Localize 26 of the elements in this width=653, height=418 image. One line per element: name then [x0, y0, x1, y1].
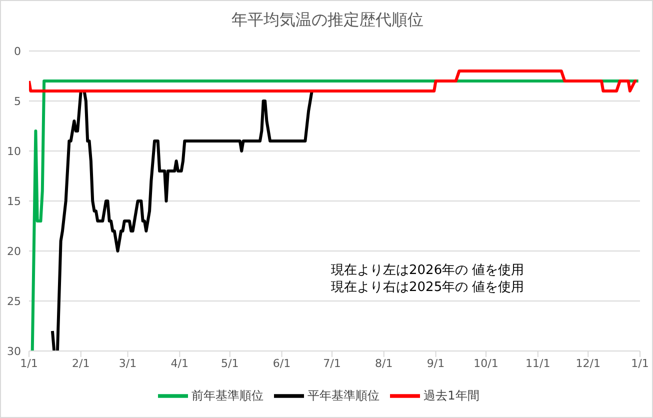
x-tick-label: 11/1: [526, 356, 550, 370]
y-tick-label: 5: [14, 94, 21, 108]
y-tick-label: 10: [7, 144, 21, 158]
y-tick-label: 20: [7, 244, 21, 258]
chart-title: 年平均気温の推定歴代順位: [230, 10, 424, 31]
legend-label: 前年基準順位: [192, 388, 264, 402]
x-tick-label: 1/1: [20, 356, 38, 370]
x-tick-label: 3/1: [118, 356, 137, 370]
x-tick-label: 7/1: [323, 356, 341, 370]
legend-label: 平年基準順位: [308, 388, 380, 402]
x-tick-label: 10/1: [474, 356, 498, 370]
y-tick-label: 30: [7, 344, 21, 358]
x-tick-label: 9/1: [426, 356, 445, 370]
y-tick-label: 0: [14, 44, 21, 58]
x-tick-label: 12/1: [576, 356, 600, 370]
x-tick-label: 2/1: [72, 356, 90, 370]
x-tick-label: 1/1: [631, 356, 649, 370]
x-tick-label: 5/1: [221, 356, 239, 370]
annotation: 現在より右は2025年の 値を使用: [331, 279, 524, 296]
x-tick-label: 8/1: [375, 356, 393, 370]
x-tick-label: 4/1: [170, 356, 189, 370]
y-tick-label: 15: [7, 194, 21, 208]
y-tick-label: 25: [7, 294, 21, 308]
legend-label: 過去1年間: [424, 388, 480, 402]
annotation: 現在より左は2026年の 値を使用: [331, 262, 524, 279]
x-tick-label: 6/1: [272, 356, 291, 370]
